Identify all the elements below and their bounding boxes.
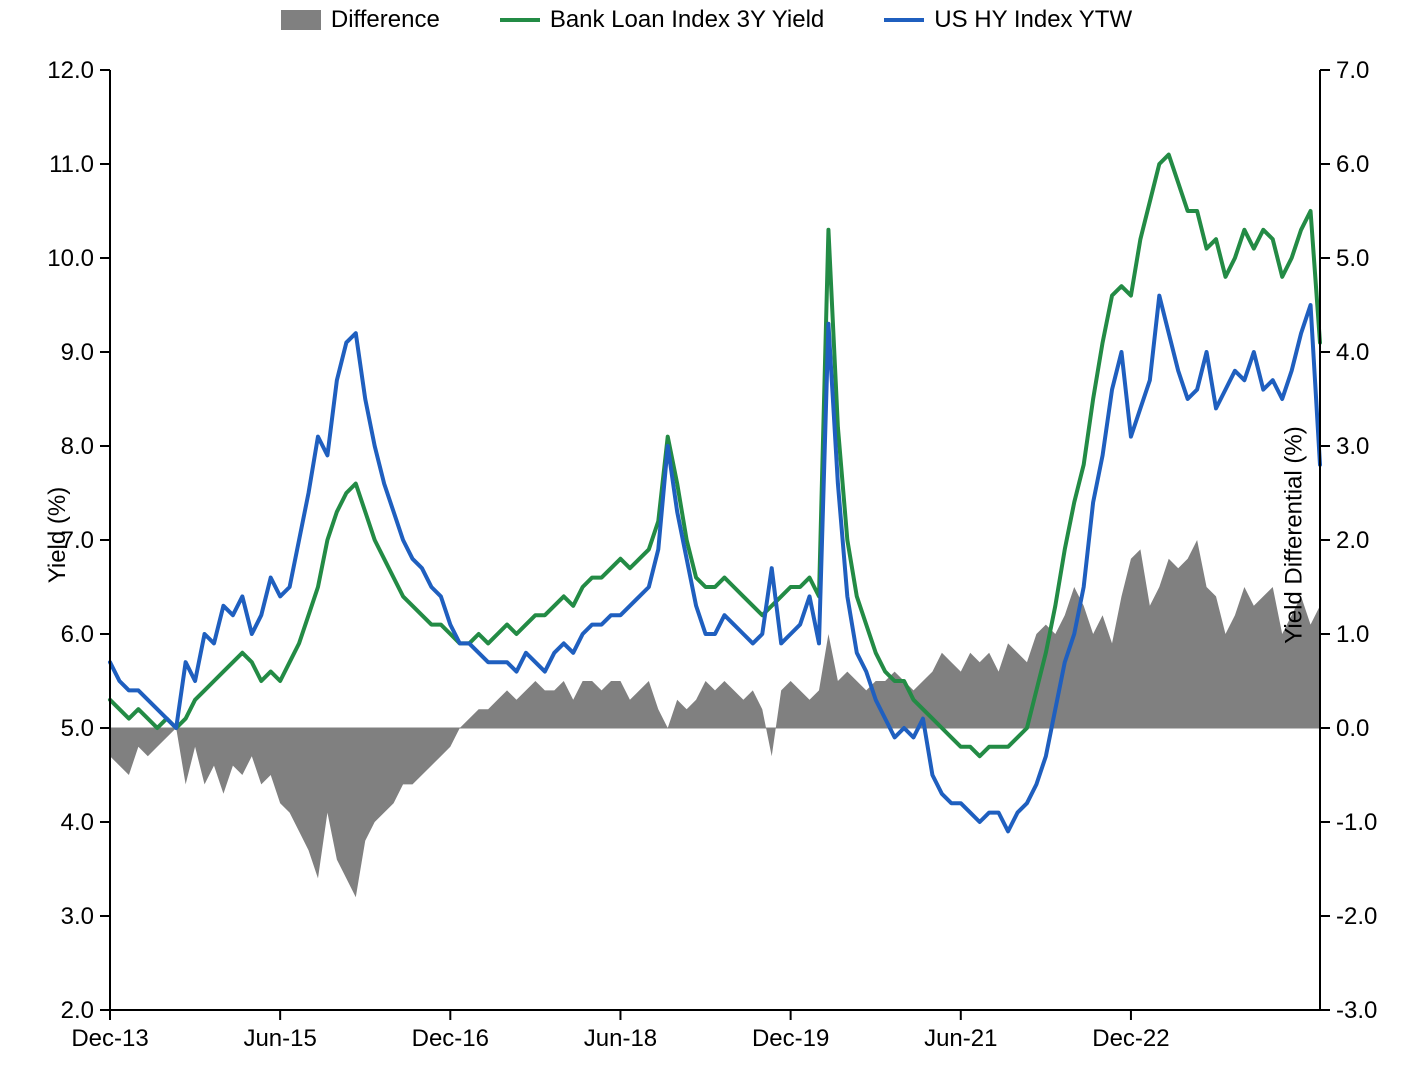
legend-item-difference: Difference bbox=[281, 6, 440, 34]
legend-swatch-bank-loan bbox=[500, 18, 540, 22]
ytick-right-label: 7.0 bbox=[1336, 57, 1369, 84]
legend-label-difference: Difference bbox=[331, 6, 440, 34]
ytick-right-label: 6.0 bbox=[1336, 151, 1369, 178]
legend: Difference Bank Loan Index 3Y Yield US H… bbox=[0, 6, 1413, 34]
ytick-left-label: 6.0 bbox=[61, 621, 94, 648]
ytick-left-label: 11.0 bbox=[49, 151, 94, 178]
ytick-right-label: 5.0 bbox=[1336, 245, 1369, 272]
ytick-right-label: 0.0 bbox=[1336, 715, 1369, 742]
legend-label-us-hy: US HY Index YTW bbox=[934, 6, 1132, 34]
legend-label-bank-loan: Bank Loan Index 3Y Yield bbox=[550, 6, 824, 34]
ytick-left-label: 12.0 bbox=[47, 57, 94, 84]
difference-area bbox=[110, 540, 1320, 897]
ytick-left-label: 5.0 bbox=[61, 715, 94, 742]
yield-chart: Difference Bank Loan Index 3Y Yield US H… bbox=[0, 0, 1413, 1070]
ytick-right-label: -3.0 bbox=[1336, 997, 1377, 1024]
ytick-left-label: 10.0 bbox=[47, 245, 94, 272]
xtick-label: Jun-21 bbox=[924, 1025, 997, 1052]
xtick-label: Dec-13 bbox=[71, 1025, 148, 1052]
ytick-right-label: -1.0 bbox=[1336, 809, 1377, 836]
ytick-left-label: 2.0 bbox=[61, 997, 94, 1024]
xtick-label: Jun-18 bbox=[584, 1025, 657, 1052]
xtick-label: Dec-16 bbox=[412, 1025, 489, 1052]
xtick-label: Dec-22 bbox=[1092, 1025, 1169, 1052]
ytick-left-label: 4.0 bbox=[61, 809, 94, 836]
ytick-right-label: 1.0 bbox=[1336, 621, 1369, 648]
ytick-right-label: 4.0 bbox=[1336, 339, 1369, 366]
ytick-right-label: 3.0 bbox=[1336, 433, 1369, 460]
xtick-label: Dec-19 bbox=[752, 1025, 829, 1052]
xtick-label: Jun-15 bbox=[243, 1025, 316, 1052]
ytick-right-label: 2.0 bbox=[1336, 527, 1369, 554]
legend-item-bank-loan: Bank Loan Index 3Y Yield bbox=[500, 6, 824, 34]
legend-swatch-difference bbox=[281, 10, 321, 30]
legend-swatch-us-hy bbox=[884, 18, 924, 22]
y-axis-right-label: Yield Differential (%) bbox=[1280, 426, 1308, 643]
chart-canvas: 2.0 3.0 4.0 5.0 6.0 7.0 8.0 9.0 10.0 11.0 12.0 -3.0… bbox=[0, 0, 1413, 1070]
legend-item-us-hy: US HY Index YTW bbox=[884, 6, 1132, 34]
y-axis-left-label: Yield (%) bbox=[44, 487, 72, 583]
ytick-left-label: 8.0 bbox=[61, 433, 94, 460]
ytick-left-label: 3.0 bbox=[61, 903, 94, 930]
ytick-left-label: 9.0 bbox=[61, 339, 94, 366]
ytick-right-label: -2.0 bbox=[1336, 903, 1377, 930]
